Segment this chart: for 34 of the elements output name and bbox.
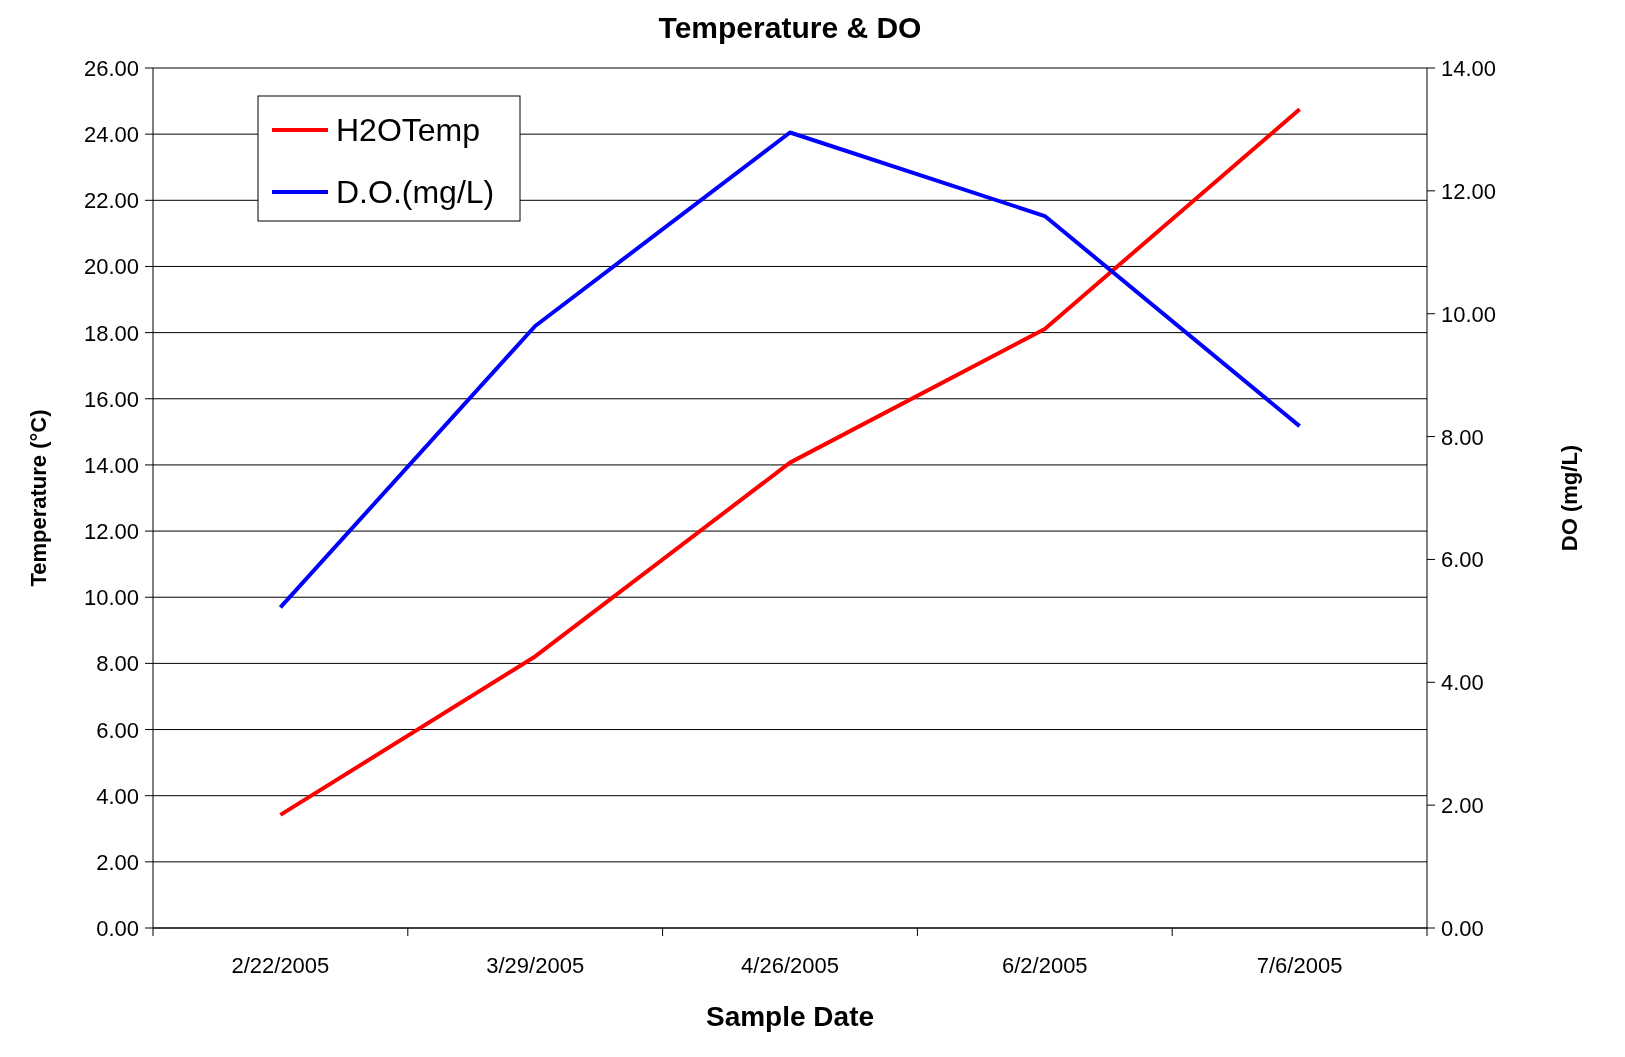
y-tick-label: 6.00 <box>96 717 139 743</box>
y-tick-label: 24.00 <box>83 122 139 148</box>
y-tick-label: 22.00 <box>83 188 139 214</box>
y-tick-label: 10.00 <box>83 585 139 611</box>
y2-tick-label: 6.00 <box>1441 547 1484 573</box>
y2-tick-label: 12.00 <box>1441 178 1497 204</box>
y2-axis-title: DO (mg/L) <box>1557 444 1582 552</box>
y2-tick-label: 14.00 <box>1441 56 1497 81</box>
y-tick-label: 20.00 <box>83 254 139 280</box>
y2-tick-label: 2.00 <box>1441 793 1484 819</box>
y-tick-label: 26.00 <box>83 56 139 81</box>
y-tick-label: 18.00 <box>83 320 139 346</box>
y-tick-label: 8.00 <box>96 651 139 677</box>
x-tick-label: 3/29/2005 <box>486 953 585 978</box>
legend-label: H2OTemp <box>336 112 481 148</box>
y-tick-label: 0.00 <box>96 916 139 941</box>
y-tick-label: 16.00 <box>83 386 139 412</box>
y2-tick-label: 10.00 <box>1441 301 1497 327</box>
y2-tick-label: 0.00 <box>1441 916 1484 941</box>
chart-title: Temperature & DO <box>658 11 922 44</box>
legend-label: D.O.(mg/L) <box>336 174 495 210</box>
x-tick-label: 2/22/2005 <box>231 953 330 978</box>
x-tick-label: 6/2/2005 <box>1001 953 1088 978</box>
x-tick-label: 7/6/2005 <box>1256 953 1343 978</box>
y2-tick-label: 8.00 <box>1441 424 1484 450</box>
y-axis-title: Temperature (°C) <box>26 409 51 587</box>
y-tick-label: 2.00 <box>96 849 139 875</box>
y-tick-label: 4.00 <box>96 783 139 809</box>
y2-tick-label: 4.00 <box>1441 670 1484 696</box>
y-tick-label: 14.00 <box>83 452 139 478</box>
line-series <box>278 107 1302 817</box>
x-tick-label: 4/26/2005 <box>741 953 839 978</box>
y-tick-label: 12.00 <box>83 519 139 545</box>
x-axis-title: Sample Date <box>705 1001 875 1032</box>
